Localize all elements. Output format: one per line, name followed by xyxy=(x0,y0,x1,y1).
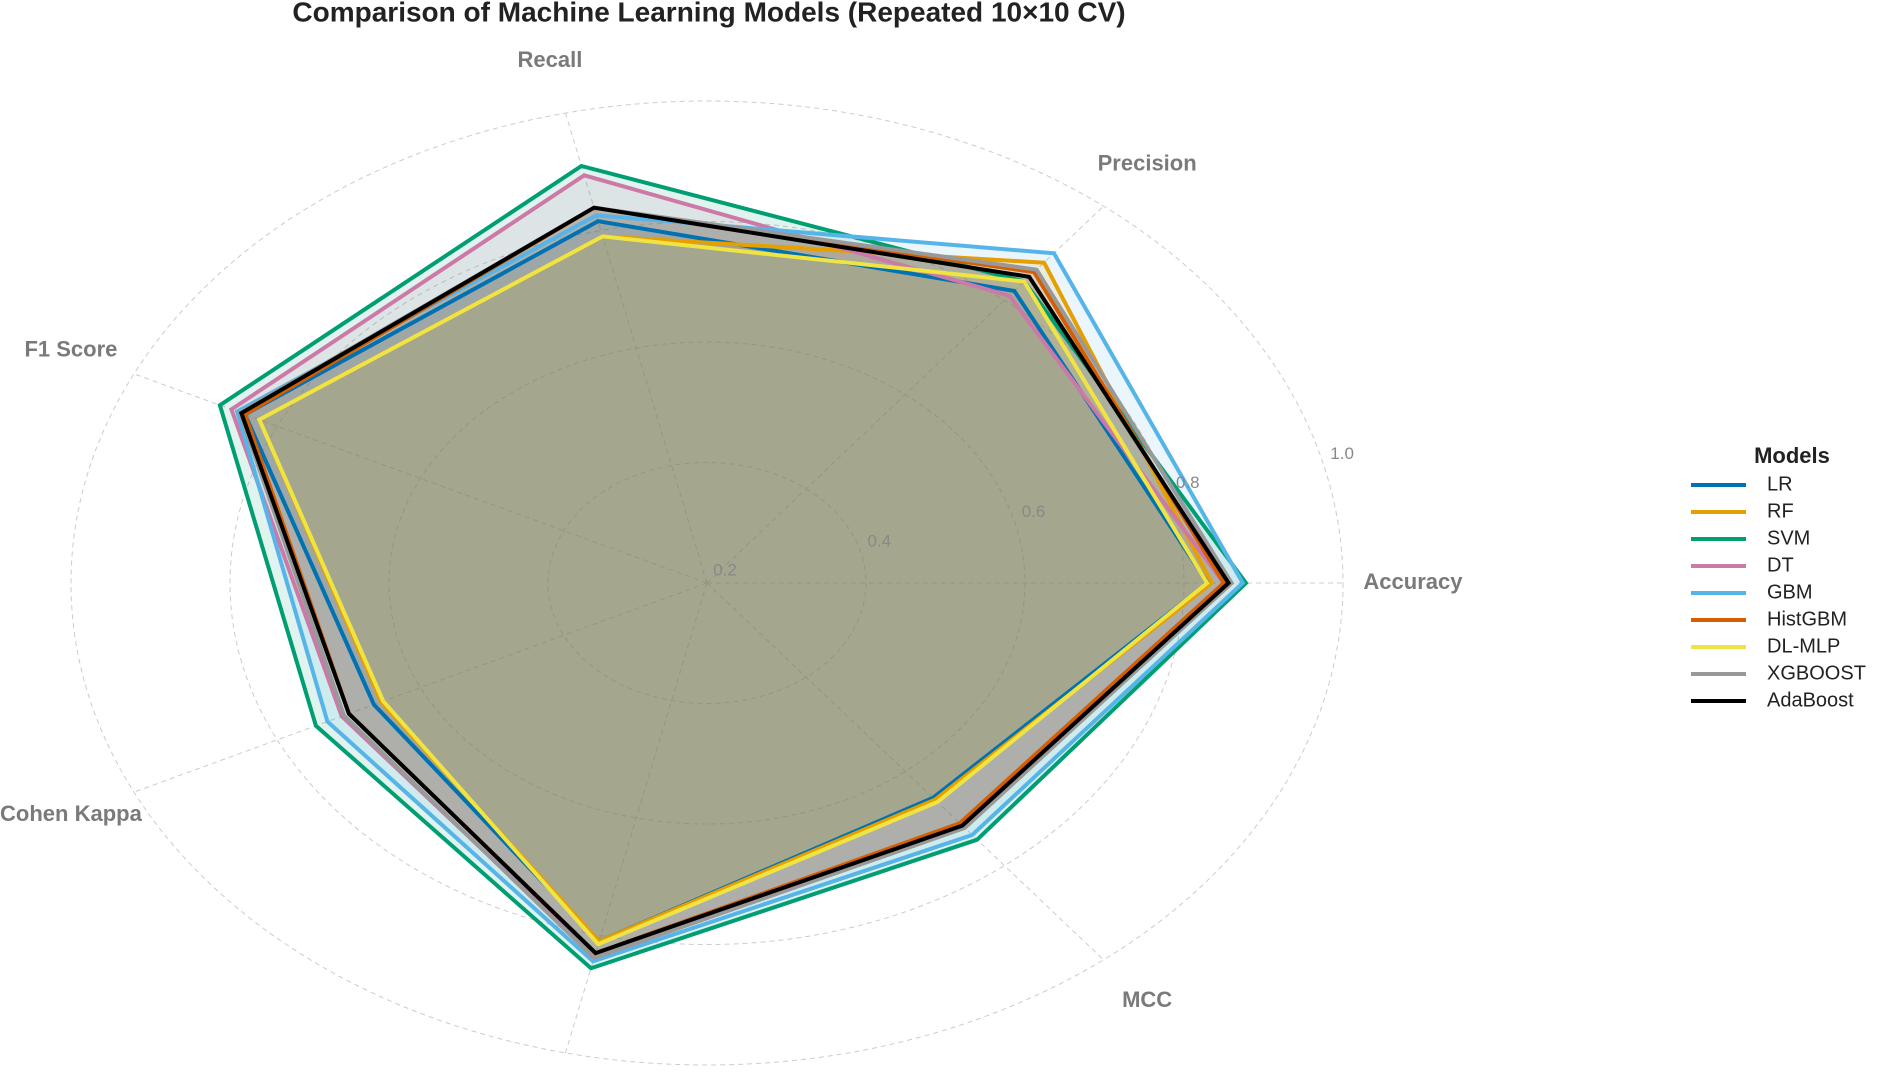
series-area xyxy=(237,215,1243,962)
legend-label: LR xyxy=(1767,473,1793,495)
axis-line xyxy=(706,582,1104,961)
series-line xyxy=(234,213,1246,964)
axis-line xyxy=(133,582,708,793)
axis-line xyxy=(564,582,708,1054)
axis-line xyxy=(706,205,1104,584)
r-tick-label: 0.6 xyxy=(1022,502,1046,521)
legend-label: XGBOOST xyxy=(1767,662,1866,684)
r-tick-label: 1.0 xyxy=(1330,444,1354,463)
series-area xyxy=(240,207,1232,958)
series-area xyxy=(245,221,1208,942)
legend-label: DL-MLP xyxy=(1767,635,1840,657)
series-line xyxy=(217,163,1249,971)
legend-label: SVM xyxy=(1767,527,1810,549)
r-tick-label: 0.2 xyxy=(713,560,737,579)
axis-label: F1 Score xyxy=(24,337,117,362)
axis-label: Accuracy xyxy=(1363,569,1463,594)
legend-label: AdaBoost xyxy=(1767,689,1854,711)
r-tick-label: 0.4 xyxy=(867,531,891,550)
legend-title: Models xyxy=(1754,443,1830,468)
axis-label: Recall xyxy=(517,47,582,72)
legend-label: HistGBM xyxy=(1767,608,1847,630)
series-area xyxy=(231,175,1224,957)
grid-ring xyxy=(547,462,867,704)
axis-label: Cohen Kappa xyxy=(0,801,143,826)
series-line xyxy=(256,234,1210,947)
series-area xyxy=(219,166,1246,969)
r-tick-label: 0.8 xyxy=(1176,473,1200,492)
legend-label: RF xyxy=(1767,500,1794,522)
series-line xyxy=(238,205,1232,956)
chart-title: Comparison of Machine Learning Models (R… xyxy=(292,0,1125,27)
series-line xyxy=(237,205,1235,961)
legend-label: GBM xyxy=(1767,581,1813,603)
axis-line xyxy=(564,112,708,584)
legend-label: DT xyxy=(1767,554,1794,576)
grid-ring xyxy=(70,100,1344,1066)
axis-label: MCC xyxy=(1122,987,1172,1012)
axis-label: Precision xyxy=(1098,151,1197,176)
